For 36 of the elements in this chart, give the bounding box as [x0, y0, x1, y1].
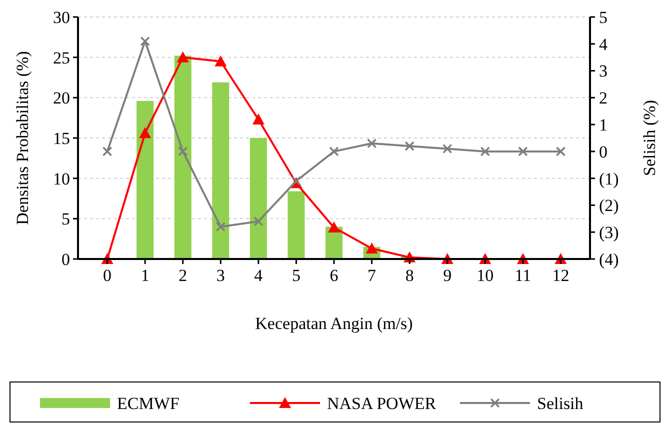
y2-tick-label: (3) — [599, 223, 619, 242]
y-tick-label: 25 — [53, 48, 70, 68]
y2-tick-label: 4 — [599, 34, 608, 54]
legend-label: NASA POWER — [327, 394, 437, 413]
x-tick-label: 3 — [216, 266, 225, 285]
y2-tick-label: (1) — [599, 169, 619, 188]
y2-tick-label: 3 — [599, 62, 608, 81]
x-axis-title: Kecepatan Angin (m/s) — [255, 314, 413, 333]
y2-tick-label: (2) — [599, 196, 619, 216]
x-tick-label: 4 — [254, 266, 264, 285]
x-tick-label: 6 — [330, 266, 338, 285]
legend-label: Selisih — [537, 394, 584, 413]
y2-axis-title: Selisih (%) — [640, 100, 659, 176]
x-tick-label: 2 — [178, 266, 188, 285]
y-tick-label: 0 — [62, 250, 70, 269]
legend-label: ECMWF — [117, 394, 180, 413]
y2-tick-label: 5 — [599, 8, 608, 27]
y-axis-title: Densitas Probabilitas (%) — [13, 51, 32, 225]
x-tick-label: 11 — [514, 266, 532, 285]
x-tick-label: 5 — [292, 266, 300, 285]
x-tick-label: 9 — [443, 266, 452, 285]
x-tick-label: 7 — [368, 266, 377, 285]
x-tick-label: 10 — [476, 266, 494, 285]
y2-tick-label: 2 — [599, 88, 608, 108]
y2-tick-label: 1 — [599, 116, 608, 135]
y-tick-label: 10 — [53, 169, 70, 188]
y-tick-label: 5 — [62, 210, 70, 229]
y2-tick-label: 0 — [599, 142, 608, 162]
x-tick-label: 12 — [552, 266, 570, 285]
y-tick-label: 20 — [53, 88, 70, 108]
x-tick-label: 1 — [140, 266, 150, 285]
x-tick-label: 0 — [103, 266, 112, 285]
y-tick-label: 30 — [53, 8, 70, 27]
y2-tick-label: (4) — [599, 250, 619, 269]
y-tick-label: 15 — [53, 128, 70, 148]
x-tick-label: 8 — [405, 266, 414, 285]
